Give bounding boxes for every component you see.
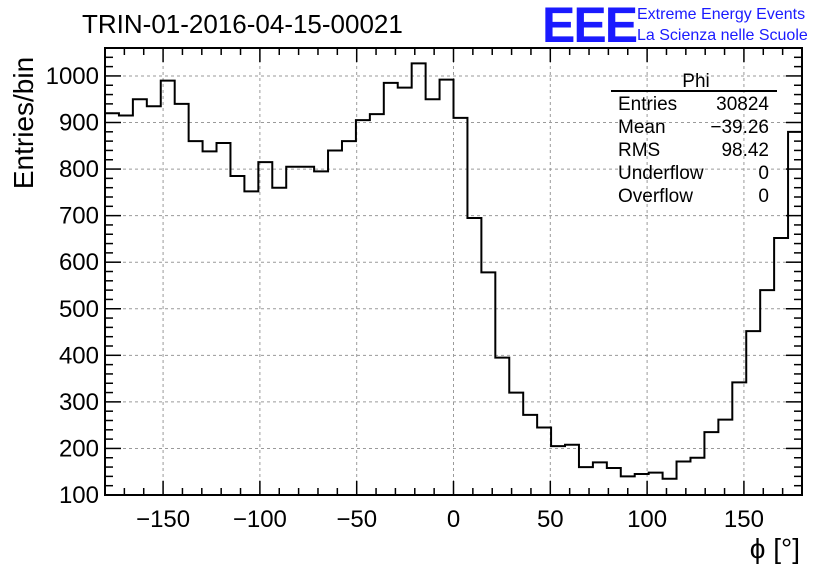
y-tick-label-6: 700 xyxy=(59,203,99,230)
y-tick-label-9: 1000 xyxy=(46,63,99,90)
y-tick-label-8: 900 xyxy=(59,110,99,137)
x-tick-label-5: 100 xyxy=(627,506,667,533)
x-tick-labels: −150 −100 −50 0 50 100 150 xyxy=(136,506,764,533)
stats-label-2: RMS xyxy=(618,140,660,161)
y-tick-label-5: 600 xyxy=(59,249,99,276)
x-tick-label-2: −50 xyxy=(336,506,377,533)
chart-title: TRIN-01-2016-04-15-00021 xyxy=(82,9,403,39)
x-tick-label-3: 0 xyxy=(447,506,460,533)
histogram-line xyxy=(105,62,802,480)
eee-logo: EEE Extreme Energy Events La Scienza nel… xyxy=(542,0,808,53)
y-tick-label-2: 300 xyxy=(59,389,99,416)
stats-box: Phi Entries 30824 Mean −39.26 RMS 98.42 Underf… xyxy=(611,71,777,207)
stats-value-3: 0 xyxy=(758,163,769,184)
stats-value-0: 30824 xyxy=(716,94,769,115)
grid-lines xyxy=(105,48,802,496)
logo-line2: La Scienza nelle Scuole xyxy=(637,27,808,44)
logo-letters: EEE xyxy=(542,0,637,53)
y-axis-label: Entries/bin xyxy=(8,57,39,189)
x-axis-label: ϕ [°] xyxy=(750,533,800,564)
y-tick-label-7: 800 xyxy=(59,156,99,183)
y-tick-label-3: 400 xyxy=(59,342,99,369)
y-tick-label-4: 500 xyxy=(59,296,99,323)
stats-value-1: −39.26 xyxy=(710,117,769,138)
stats-label-1: Mean xyxy=(618,117,666,138)
stats-label-4: Overflow xyxy=(618,186,693,207)
y-tick-label-1: 200 xyxy=(59,435,99,462)
axis-ticks xyxy=(104,47,803,496)
stats-label-0: Entries xyxy=(618,94,677,115)
x-tick-label-4: 50 xyxy=(537,506,564,533)
x-tick-label-6: 150 xyxy=(724,506,764,533)
stats-label-3: Underflow xyxy=(618,163,704,184)
y-tick-labels: 100 200 300 400 500 600 700 800 900 1000 xyxy=(46,63,99,509)
logo-line1: Extreme Energy Events xyxy=(637,6,805,23)
y-tick-label-0: 100 xyxy=(59,482,99,509)
stats-value-2: 98.42 xyxy=(721,140,769,161)
x-tick-label-0: −150 xyxy=(136,506,190,533)
stats-title: Phi xyxy=(682,71,709,92)
stats-rows: Entries 30824 Mean −39.26 RMS 98.42 Underflow 0… xyxy=(618,94,769,207)
x-tick-label-1: −100 xyxy=(233,506,287,533)
stats-value-4: 0 xyxy=(758,186,769,207)
